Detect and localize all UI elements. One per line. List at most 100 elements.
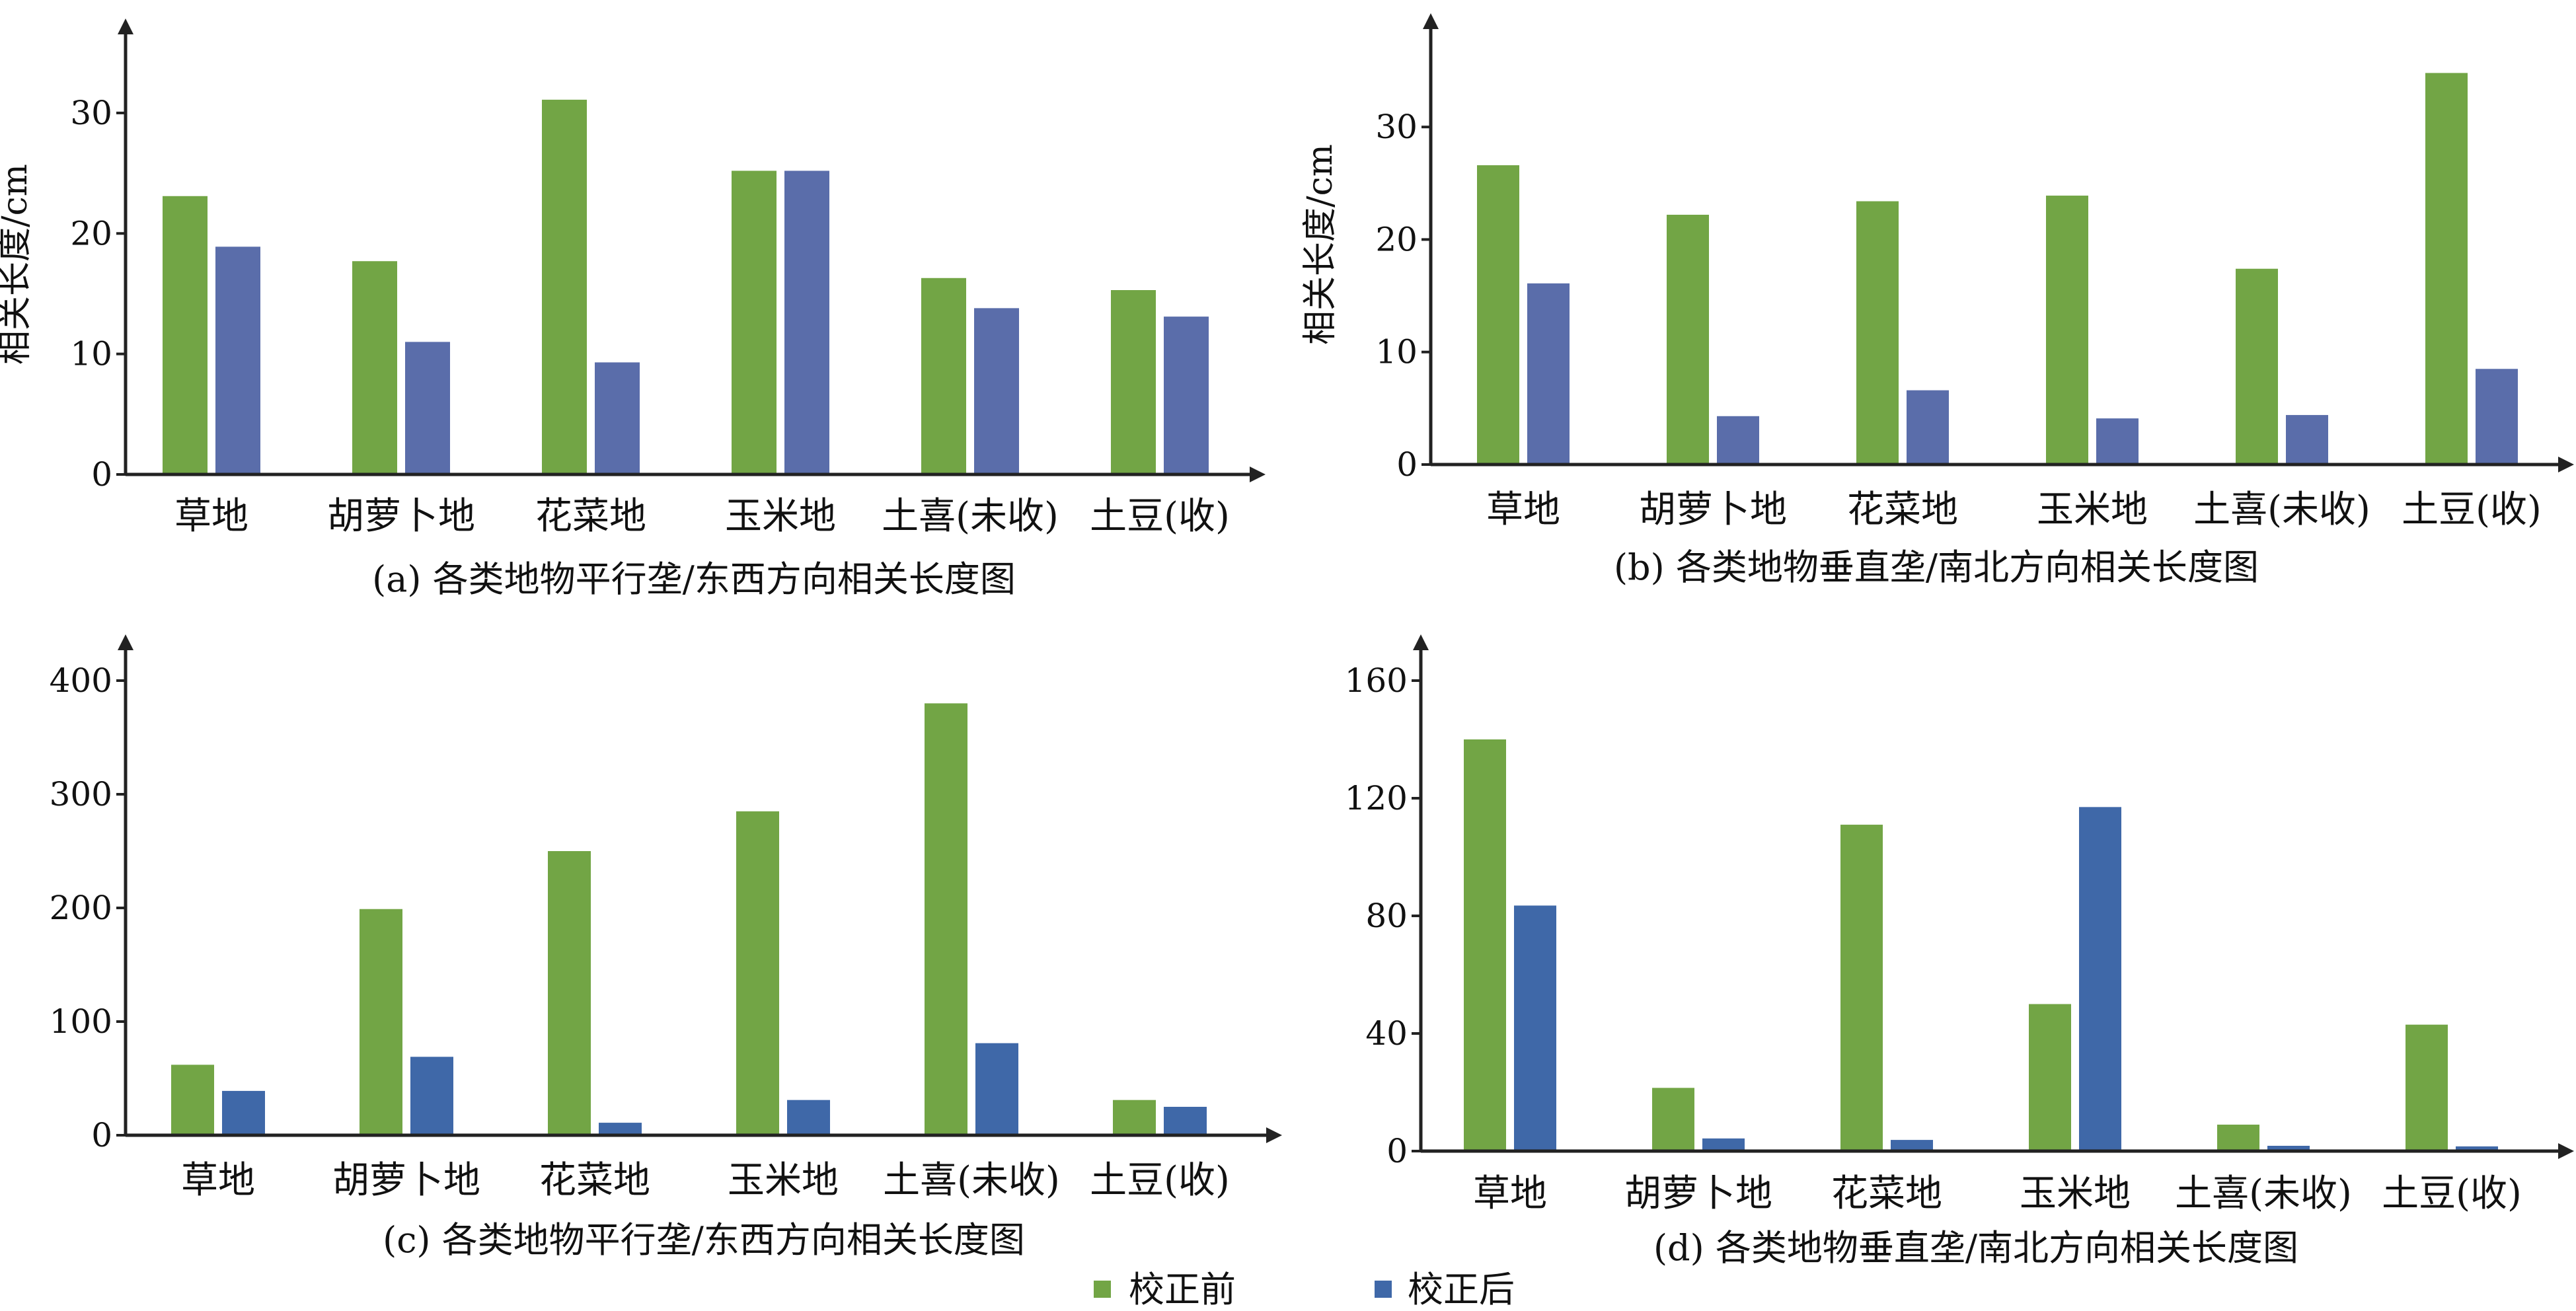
bar-a-before-1 [352,261,397,474]
legend-label-before: 校正前 [1129,1269,1236,1310]
bar-a-before-0 [163,196,208,474]
bar-d-after-1 [1702,1138,1745,1151]
panel-a-caption: (a) 各类地物平行垄/东西方向相关长度图 [372,558,1016,600]
category-label-b-4: 土喜(未收) [2193,488,2370,531]
bar-c-after-0 [222,1090,265,1135]
legend-swatch-after [1375,1281,1392,1298]
bar-d-after-2 [1891,1140,1933,1151]
bar-a-after-2 [595,362,640,474]
y-tick-label-a-0: 0 [91,455,112,494]
bar-b-after-2 [1907,390,1949,465]
bar-b-before-1 [1667,214,1709,465]
bar-d-after-3 [2079,807,2121,1151]
category-label-b-1: 胡萝卜地 [1639,488,1787,531]
panel-d-marks: 草地 胡萝卜地 花菜地 玉米地 土喜(未收) 土豆(收) 0 40 80 120 160 [1345,634,2574,1215]
category-label-a-3: 玉米地 [725,495,836,538]
category-label-a-4: 土喜(未收) [882,495,1059,538]
y-tick-label-b-3: 30 [1375,108,1418,146]
bar-d-before-1 [1652,1088,1694,1151]
y-tick-label-d-4: 160 [1345,661,1408,700]
panel-b: 草地 胡萝卜地 花菜地 玉米地 土喜(未收) 土豆(收) 0 10 20 30 相关长度/cm (… [1301,13,2574,588]
bar-d-before-4 [2217,1124,2259,1151]
bar-a-after-3 [784,170,829,474]
y-axis-arrow-b [1423,13,1439,29]
y-tick-label-c-2: 200 [50,889,112,927]
y-tick-label-b-2: 20 [1375,220,1418,258]
bar-b-before-5 [2425,73,2468,465]
panel-d: 草地 胡萝卜地 花菜地 玉米地 土喜(未收) 土豆(收) 0 40 80 120 160 (d) 各… [1345,634,2574,1269]
y-tick-label-d-0: 0 [1386,1132,1408,1170]
x-axis-arrow-d [2558,1143,2574,1159]
category-label-a-2: 花菜地 [535,495,646,538]
bar-a-before-3 [732,170,777,474]
y-axis-arrow-a [118,19,133,34]
category-label-d-0: 草地 [1473,1172,1547,1215]
category-label-d-4: 土喜(未收) [2175,1172,2352,1215]
bar-b-before-3 [2046,196,2088,465]
panel-b-caption: (b) 各类地物垂直垄/南北方向相关长度图 [1614,546,2259,588]
category-label-b-0: 草地 [1486,488,1560,531]
bar-b-after-1 [1717,416,1759,465]
category-label-a-0: 草地 [174,495,248,538]
bar-d-before-0 [1464,739,1506,1151]
y-tick-label-b-1: 10 [1375,333,1418,371]
category-label-c-1: 胡萝卜地 [332,1159,480,1202]
y-axis-arrow-d [1413,634,1429,650]
y-tick-label-c-4: 400 [50,661,112,700]
bar-c-after-3 [787,1100,830,1135]
bar-d-after-4 [2267,1145,2310,1151]
bar-b-after-5 [2476,369,2518,465]
panel-a: 草地 胡萝卜地 花菜地 玉米地 土喜(未收) 土豆(收) 0 10 20 30 相关长度/cm (… [0,19,1266,600]
y-tick-label-c-1: 100 [50,1002,112,1041]
bar-a-after-0 [215,246,260,474]
panel-b-ylabel: 相关长度/cm [1301,144,1340,345]
bar-c-after-5 [1164,1107,1207,1135]
bar-d-before-5 [2406,1024,2448,1151]
legend-swatch-before [1094,1281,1111,1298]
bar-b-after-4 [2286,415,2328,465]
x-axis-arrow-b [2558,457,2574,472]
category-label-d-2: 花菜地 [1831,1172,1942,1215]
bar-b-before-0 [1477,165,1519,465]
category-label-d-1: 胡萝卜地 [1624,1172,1772,1215]
bar-d-after-5 [2456,1146,2498,1151]
panel-c-caption: (c) 各类地物平行垄/东西方向相关长度图 [383,1219,1025,1261]
category-label-d-3: 玉米地 [2020,1172,2131,1215]
panel-c-marks: 草地 胡萝卜地 花菜地 玉米地 土喜(未收) 土豆(收) 0 100 200 300 400 [50,634,1282,1202]
bar-b-after-3 [2096,418,2139,465]
category-label-b-2: 花菜地 [1847,488,1958,531]
bar-c-before-2 [548,851,591,1135]
legend: 校正前 校正后 [1094,1269,1515,1310]
category-label-c-3: 玉米地 [728,1159,839,1202]
y-tick-label-d-2: 80 [1365,897,1408,935]
y-tick-label-c-0: 0 [91,1116,112,1154]
category-label-c-4: 土喜(未收) [883,1159,1060,1202]
category-label-c-2: 花菜地 [539,1159,650,1202]
bar-b-after-0 [1527,283,1570,465]
bar-a-before-4 [921,278,966,474]
bar-c-before-5 [1113,1100,1156,1135]
category-label-c-5: 土豆(收) [1090,1159,1230,1202]
panel-c: 草地 胡萝卜地 花菜地 玉米地 土喜(未收) 土豆(收) 0 100 200 300 400 (c)… [50,634,1282,1261]
category-label-c-0: 草地 [181,1159,255,1202]
category-label-b-5: 土豆(收) [2402,488,2542,531]
bar-b-before-2 [1856,201,1899,465]
panel-a-ylabel: 相关长度/cm [0,164,35,365]
bar-c-after-4 [975,1043,1018,1135]
panel-d-caption: (d) 各类地物垂直垄/南北方向相关长度图 [1653,1227,2298,1269]
bar-a-after-5 [1164,317,1209,474]
bar-a-after-1 [405,342,450,474]
bar-b-before-4 [2236,268,2278,465]
y-tick-label-d-3: 120 [1345,779,1408,817]
bar-d-before-3 [2029,1004,2071,1151]
legend-label-after: 校正后 [1408,1269,1515,1310]
bar-c-before-3 [736,811,779,1135]
bar-c-before-4 [925,703,967,1135]
bar-d-after-0 [1514,905,1556,1151]
x-axis-arrow-a [1250,467,1266,482]
bar-c-after-2 [599,1123,642,1135]
y-tick-label-a-2: 20 [70,214,112,252]
bar-c-before-1 [360,909,402,1135]
y-tick-label-d-1: 40 [1365,1014,1408,1053]
